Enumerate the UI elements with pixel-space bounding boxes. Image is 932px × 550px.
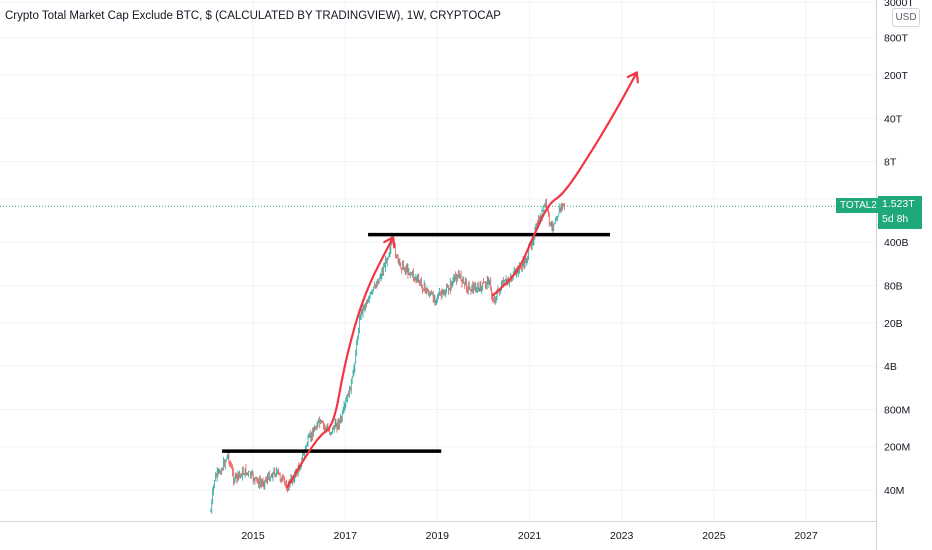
red-arrow-head <box>383 236 396 249</box>
y-tick-label: 80B <box>884 281 903 293</box>
x-tick-label: 2019 <box>426 530 450 542</box>
x-tick-label: 2027 <box>794 530 818 542</box>
currency-button[interactable]: USD <box>892 8 920 27</box>
y-tick-label: 200M <box>884 442 910 454</box>
y-tick-label: 40M <box>884 485 904 497</box>
red-arrow-path <box>286 236 395 488</box>
y-tick-label: 800T <box>884 33 909 45</box>
symbol-tag: TOTAL2 <box>836 198 881 213</box>
bar-countdown: 5d 8h <box>882 213 909 225</box>
x-tick-label: 2023 <box>610 530 634 542</box>
y-tick-label: 40T <box>884 113 903 125</box>
y-tick-label: 8T <box>884 157 897 169</box>
price-value: 1.523T <box>882 198 915 210</box>
price-tag: 1.523T 5d 8h <box>878 196 922 229</box>
x-tick-label: 2015 <box>241 530 265 542</box>
chart-title: Crypto Total Market Cap Exclude BTC, $ (… <box>5 10 501 22</box>
x-tick-label: 2025 <box>702 530 726 542</box>
y-tick-label: 400B <box>884 237 909 249</box>
y-tick-label: 3000T <box>884 0 914 9</box>
y-tick-label: 20B <box>884 318 903 330</box>
y-tick-label: 800M <box>884 404 910 416</box>
x-tick-label: 2017 <box>334 530 358 542</box>
y-tick-label: 4B <box>884 361 897 373</box>
y-tick-label: 200T <box>884 70 909 82</box>
red-arrow-path <box>491 71 638 297</box>
x-tick-label: 2021 <box>518 530 542 542</box>
red-arrow-head <box>626 71 639 84</box>
